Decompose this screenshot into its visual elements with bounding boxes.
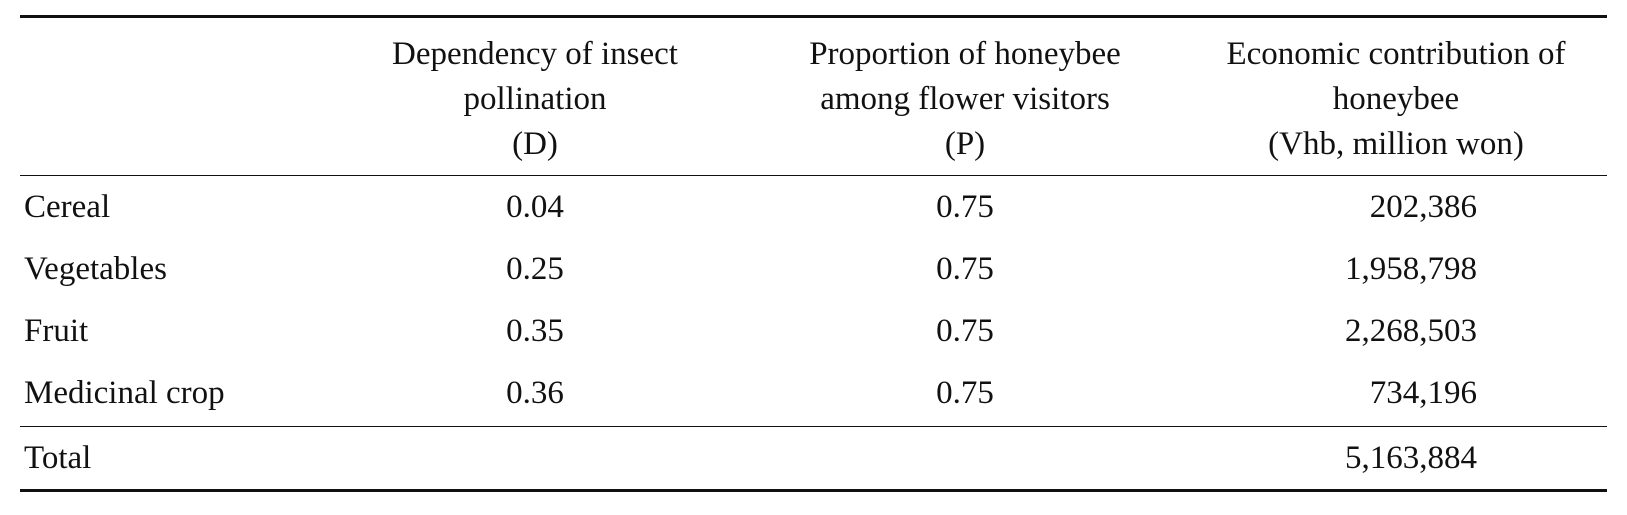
total-label: Total — [24, 440, 92, 476]
header-row: Dependency of insect pollination (D) Pro… — [20, 16, 1607, 176]
header-dependency-line3: (D) — [512, 126, 558, 162]
pollination-table: Dependency of insect pollination (D) Pro… — [20, 15, 1607, 492]
header-dependency-line1: Dependency of insect — [392, 36, 678, 72]
row-label: Medicinal crop — [24, 375, 225, 411]
total-economic: 5,163,884 — [1345, 440, 1477, 476]
row-proportion: 0.75 — [936, 313, 994, 349]
table-body: Cereal 0.04 0.75 202,386 Vegetables 0.25… — [20, 176, 1607, 427]
header-economic-line1: Economic contribution of — [1226, 36, 1566, 72]
row-economic: 202,386 — [1369, 189, 1477, 225]
table-row: Fruit 0.35 0.75 2,268,503 — [20, 300, 1607, 362]
row-label: Cereal — [24, 189, 111, 225]
row-dependency: 0.04 — [506, 189, 564, 225]
table-row: Vegetables 0.25 0.75 1,958,798 — [20, 238, 1607, 300]
row-proportion: 0.75 — [936, 189, 994, 225]
row-dependency: 0.25 — [506, 251, 564, 287]
table-footer: Total 5,163,884 — [20, 426, 1607, 491]
header-economic: Economic contribution of honeybee (Vhb, … — [1185, 17, 1607, 176]
header-dependency-line2: pollination — [463, 81, 607, 117]
row-proportion: 0.75 — [936, 251, 994, 287]
total-proportion — [745, 427, 1185, 491]
header-proportion-line3: (P) — [944, 126, 986, 162]
header-proportion: Proportion of honeybee among flower visi… — [745, 17, 1185, 176]
header-dependency: Dependency of insect pollination (D) — [325, 17, 745, 176]
row-label: Vegetables — [24, 251, 167, 287]
row-dependency: 0.36 — [506, 375, 564, 411]
row-economic: 2,268,503 — [1345, 313, 1477, 349]
table-header: Dependency of insect pollination (D) Pro… — [20, 16, 1607, 176]
table-row: Medicinal crop 0.36 0.75 734,196 — [20, 362, 1607, 427]
row-dependency: 0.35 — [506, 313, 564, 349]
row-economic: 1,958,798 — [1345, 251, 1477, 287]
header-economic-line3: (Vhb, million won) — [1268, 126, 1524, 162]
header-economic-line2: honeybee — [1332, 81, 1460, 117]
header-proportion-line1: Proportion of honeybee — [809, 36, 1121, 72]
row-label: Fruit — [24, 313, 89, 349]
table-row: Cereal 0.04 0.75 202,386 — [20, 176, 1607, 239]
total-row: Total 5,163,884 — [20, 426, 1607, 491]
header-proportion-line2: among flower visitors — [820, 81, 1110, 117]
total-dependency — [325, 427, 745, 491]
row-proportion: 0.75 — [936, 375, 994, 411]
header-empty-cell — [20, 17, 325, 176]
row-economic: 734,196 — [1369, 375, 1477, 411]
